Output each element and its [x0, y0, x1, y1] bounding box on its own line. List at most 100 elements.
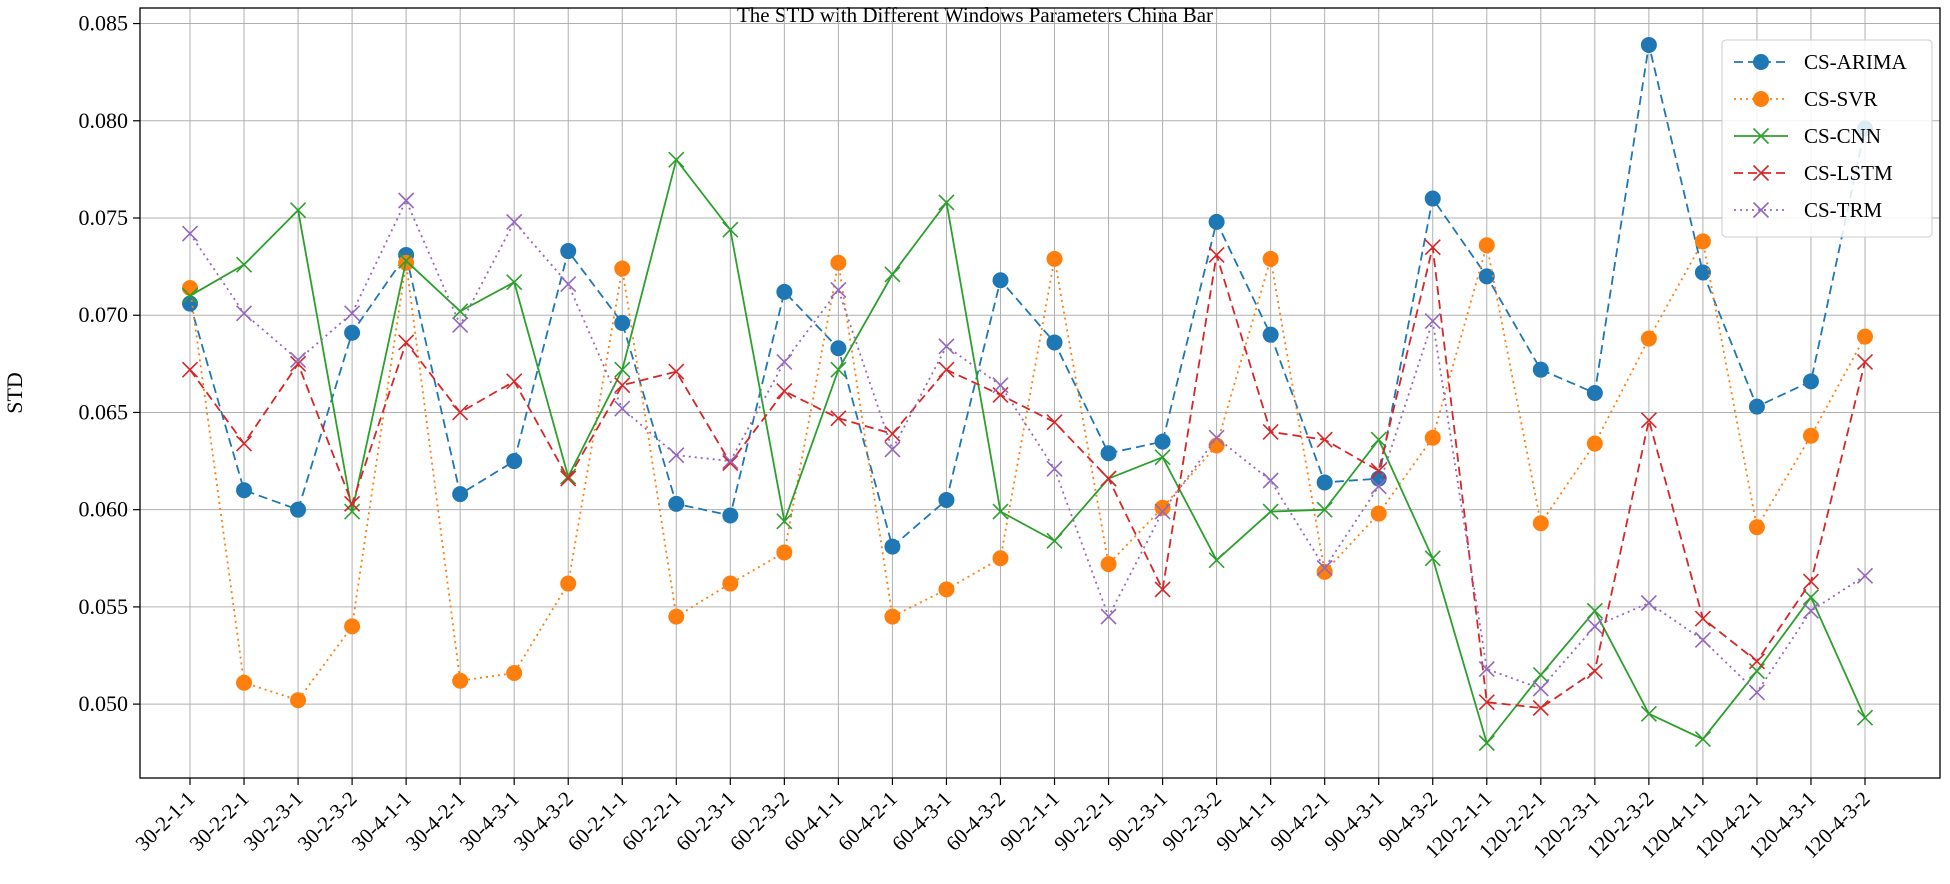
marker-stroke	[1046, 460, 1063, 477]
data-point-cs-svr	[1154, 499, 1171, 516]
marker-stroke	[1154, 581, 1171, 598]
marker-stroke	[1856, 567, 1874, 584]
data-point-cs-cnn	[1208, 552, 1225, 569]
data-point-cs-cnn	[614, 361, 631, 378]
marker-stroke	[938, 194, 955, 211]
y-tick-label: 0.055	[79, 594, 129, 619]
data-point-cs-trm	[722, 452, 739, 470]
y-tick-label: 0.075	[79, 205, 129, 230]
marker-stroke	[1046, 414, 1063, 431]
marker-stroke	[884, 425, 901, 442]
data-point-cs-cnn	[1532, 666, 1549, 684]
marker-stroke	[1586, 602, 1603, 619]
marker-stroke	[235, 435, 253, 452]
marker-stroke	[1856, 353, 1874, 370]
marker-stroke	[452, 404, 469, 421]
data-point-cs-cnn	[1424, 550, 1441, 567]
data-point-cs-svr	[1640, 330, 1657, 347]
data-point-cs-svr	[290, 692, 307, 709]
data-point-cs-svr	[560, 575, 577, 592]
marker-stroke	[1046, 532, 1063, 549]
data-point-cs-trm	[668, 447, 685, 464]
marker-stroke	[776, 382, 793, 400]
data-point-cs-arima	[1802, 373, 1819, 390]
data-point-cs-svr	[1802, 427, 1819, 444]
marker-stroke	[884, 441, 901, 458]
marker-stroke	[1532, 680, 1549, 697]
data-point-cs-cnn	[1478, 734, 1495, 752]
data-point-cs-arima	[938, 491, 955, 508]
data-point-cs-svr	[1748, 519, 1765, 536]
data-point-cs-cnn	[1586, 602, 1603, 619]
data-point-cs-trm	[1748, 684, 1766, 701]
data-point-cs-arima	[452, 486, 469, 503]
data-point-cs-arima	[1100, 445, 1117, 462]
data-point-cs-svr	[1316, 563, 1333, 580]
data-point-cs-trm	[1370, 478, 1387, 495]
marker-stroke	[1478, 661, 1495, 678]
data-point-cs-cnn	[1046, 532, 1063, 549]
data-point-cs-arima	[506, 453, 523, 470]
data-point-cs-lstm	[181, 361, 199, 378]
data-point-cs-svr	[614, 260, 631, 277]
legend-label: CS-SVR	[1804, 87, 1878, 111]
data-point-cs-trm	[1586, 618, 1603, 635]
marker-stroke	[344, 305, 361, 322]
data-point-cs-svr	[992, 550, 1009, 567]
legend-marker	[1753, 91, 1769, 107]
data-point-cs-svr	[938, 581, 955, 598]
data-point-cs-svr	[1100, 556, 1117, 573]
data-point-cs-cnn	[884, 266, 901, 283]
y-tick-label: 0.080	[79, 108, 129, 133]
data-point-cs-cnn	[1316, 501, 1333, 518]
data-point-cs-lstm	[235, 435, 253, 452]
data-point-cs-lstm	[289, 355, 307, 372]
data-point-cs-arima	[290, 501, 307, 518]
data-point-cs-lstm	[398, 334, 415, 351]
y-tick-label: 0.085	[79, 11, 129, 36]
series-line-cs-svr	[189, 238, 1866, 702]
marker-stroke	[560, 276, 577, 293]
data-point-cs-svr	[884, 608, 901, 625]
legend-box	[1721, 39, 1933, 238]
data-point-cs-cnn	[289, 202, 307, 219]
marker-stroke	[614, 377, 631, 394]
marker-stroke	[884, 266, 901, 283]
data-point-cs-cnn	[1154, 449, 1171, 466]
data-point-cs-svr	[344, 618, 361, 635]
marker-stroke	[1640, 594, 1657, 612]
marker-stroke	[668, 363, 685, 380]
marker-stroke	[1694, 631, 1711, 649]
marker-stroke	[235, 256, 253, 273]
data-point-cs-arima	[1370, 470, 1387, 487]
marker-stroke	[506, 274, 523, 291]
data-point-cs-svr	[722, 575, 739, 592]
data-point-cs-trm	[181, 225, 199, 242]
marker-stroke	[289, 355, 307, 372]
data-point-cs-arima	[668, 495, 685, 512]
data-point-cs-lstm	[1208, 246, 1225, 264]
marker-stroke	[1586, 618, 1603, 635]
marker-stroke	[1856, 709, 1874, 726]
data-point-cs-cnn	[1370, 431, 1387, 448]
data-point-cs-trm	[1046, 460, 1063, 477]
data-point-cs-cnn	[776, 513, 793, 530]
data-point-cs-cnn	[992, 503, 1009, 520]
marker-stroke	[235, 305, 253, 322]
data-point-cs-lstm	[1802, 573, 1820, 590]
marker-stroke	[1532, 699, 1549, 717]
data-point-cs-lstm	[1478, 694, 1495, 711]
y-axis-label: STD	[2, 372, 27, 414]
data-point-cs-arima	[884, 538, 901, 555]
data-point-cs-cnn	[938, 194, 955, 211]
data-point-cs-lstm	[344, 495, 361, 512]
data-point-cs-arima	[182, 295, 198, 312]
marker-stroke	[452, 303, 469, 320]
marker-stroke	[181, 361, 199, 378]
data-point-cs-arima	[344, 324, 361, 341]
data-point-cs-svr	[1424, 429, 1441, 446]
data-point-cs-arima	[1532, 361, 1549, 378]
